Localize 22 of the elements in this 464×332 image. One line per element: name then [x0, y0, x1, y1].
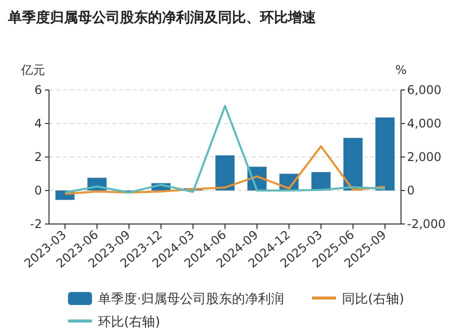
legend-label: 单季度·归属母公司股东的净利润	[98, 291, 284, 307]
bar	[215, 155, 235, 190]
chart-title: 单季度归属母公司股东的净利润及同比、环比增速	[7, 9, 317, 26]
bar	[375, 117, 395, 190]
y-tick-label: 6	[34, 83, 42, 97]
bar	[343, 138, 363, 190]
y2-tick-label: 2,000	[407, 150, 442, 164]
y-axis-title: 亿元	[20, 63, 45, 77]
y2-tick-label: 4,000	[407, 116, 442, 130]
y-tick-label: -2	[30, 217, 42, 231]
y2-axis-title: %	[395, 63, 407, 77]
y-tick-label: 0	[34, 184, 42, 198]
bar	[311, 172, 331, 190]
y-tick-label: 4	[34, 116, 42, 130]
legend-label: 同比(右轴)	[342, 292, 404, 307]
line-series	[64, 105, 386, 194]
y-tick-label: 2	[34, 150, 42, 164]
y2-tick-label: 0	[407, 184, 415, 198]
y2-tick-label: -2,000	[407, 217, 446, 231]
legend-label: 环比(右轴)	[98, 315, 160, 330]
line-series	[64, 145, 386, 195]
y2-tick-label: 6,000	[407, 83, 442, 97]
